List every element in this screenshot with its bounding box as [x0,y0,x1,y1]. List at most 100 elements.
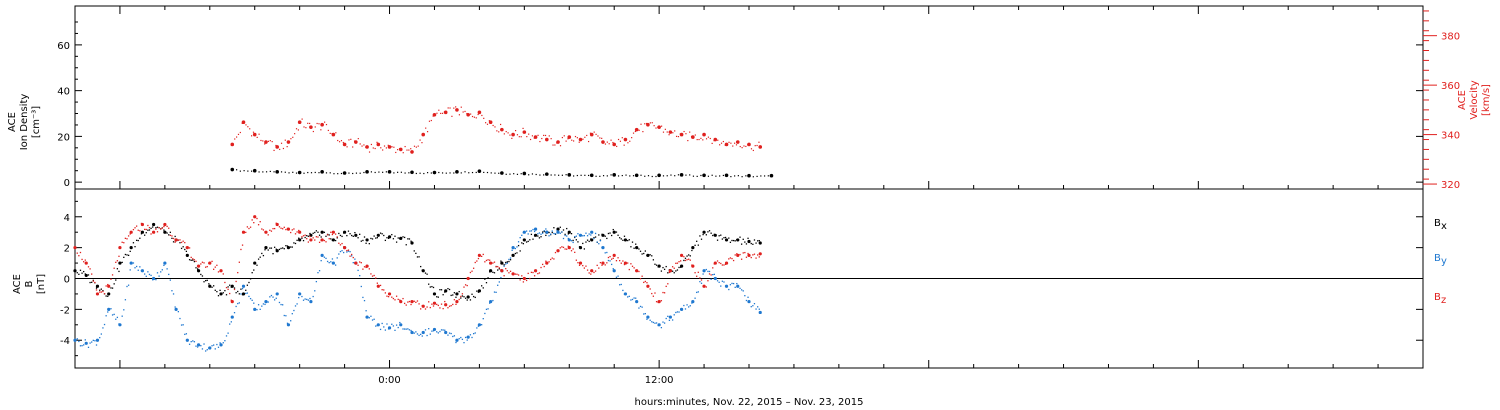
data-dot [545,234,547,237]
data-dot [487,277,489,279]
data-dot [654,292,656,294]
b-tick-label: -4 [60,336,70,347]
data-dot [576,137,578,139]
data-dot [318,270,321,272]
data-dot [664,128,666,130]
legend-by-sub: y [1441,256,1447,267]
data-point [320,253,324,257]
data-point [679,132,684,137]
data-dot [179,242,181,244]
data-dot [391,296,393,298]
data-dot [320,129,322,131]
data-dot [712,273,714,276]
data-dot [340,172,343,175]
data-point [410,150,414,154]
data-dot [539,140,541,143]
data-dot [503,275,505,277]
data-point [84,341,88,345]
data-dot [395,151,397,154]
data-dot [472,295,475,298]
data-dot [548,261,550,263]
data-point [174,238,178,242]
data-point [264,300,268,304]
data-dot [661,125,663,127]
velocity-tick-label: 380 [1441,32,1460,43]
data-dot [262,254,265,257]
data-dot [697,244,699,246]
data-dot [699,277,701,279]
data-dot [630,263,632,265]
data-dot [572,241,574,244]
data-dot [700,174,702,177]
data-dot [720,234,722,236]
data-dot [538,272,541,274]
data-dot [386,295,388,297]
data-dot [312,295,314,298]
data-dot [582,264,584,267]
data-dot [87,274,90,276]
data-dot [424,308,427,310]
data-point [196,343,201,347]
data-dot [553,227,555,229]
data-dot [393,172,395,174]
data-dot [655,175,657,178]
data-dot [124,299,127,301]
data-dot [307,235,309,237]
data-dot [617,234,619,236]
data-dot [734,175,736,177]
data-dot [450,294,452,297]
data-dot [393,146,395,148]
data-point [331,132,336,137]
data-dot [201,275,204,277]
data-dot [107,311,109,313]
data-point [747,300,751,304]
data-dot [238,293,240,295]
data-dot [193,259,196,261]
data-dot [441,112,444,114]
data-dot [694,297,696,299]
data-point [399,236,403,240]
data-dot [489,302,491,304]
data-dot [514,247,517,250]
data-dot [447,107,449,109]
data-dot [329,172,331,174]
data-point [477,253,481,257]
b-tick-label: 4 [64,213,70,224]
data-dot [341,235,343,238]
data-dot [688,254,690,256]
data-point [489,269,493,273]
data-dot [752,254,754,256]
data-dot [293,242,295,244]
data-dot [208,283,210,285]
data-dot [541,137,543,140]
data-dot [644,312,646,315]
data-dot [516,252,518,254]
data-dot [304,236,306,239]
data-point [387,292,392,296]
data-dot [587,140,590,143]
data-dot [373,318,375,320]
data-dot [577,262,579,264]
data-dot [200,263,202,265]
data-point [545,261,549,265]
data-dot [298,237,300,239]
data-point [657,300,661,304]
data-dot [649,122,651,124]
data-dot [78,255,80,257]
data-dot [416,300,419,302]
data-dot [397,171,399,173]
data-dot [363,266,366,268]
data-dot [124,253,127,256]
data-dot [612,268,614,270]
data-dot [168,234,170,236]
data-dot [272,253,274,255]
data-point [589,132,594,137]
data-dot [314,171,316,174]
data-dot [455,303,457,306]
data-dot [705,138,708,140]
data-dot [662,131,665,133]
data-dot [227,332,229,334]
data-point [253,215,257,219]
data-point [354,140,358,144]
